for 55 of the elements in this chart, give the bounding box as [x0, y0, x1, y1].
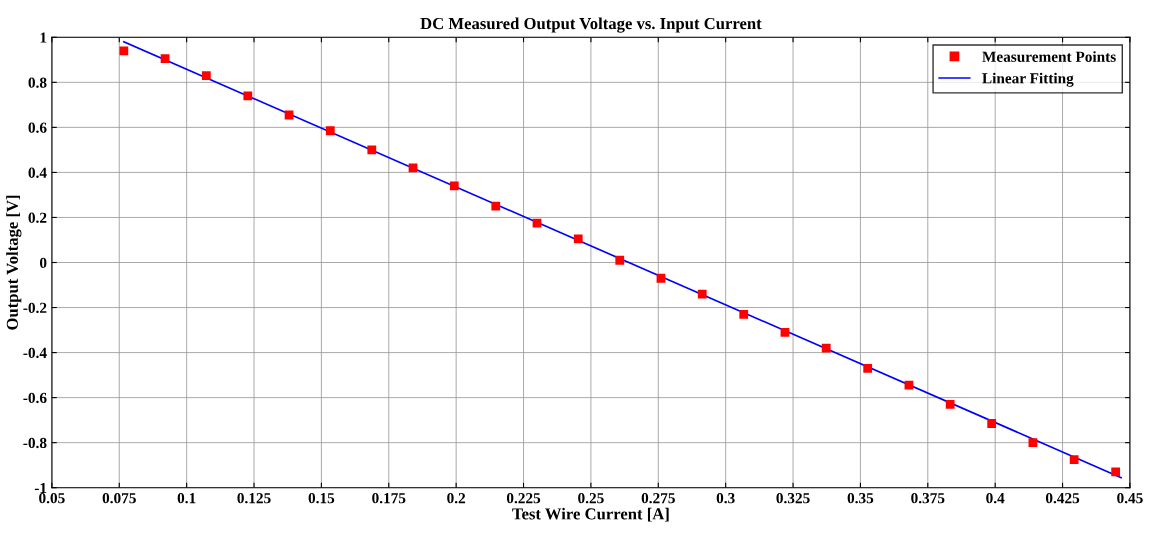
point	[573, 234, 583, 244]
point	[1111, 467, 1121, 477]
point	[119, 46, 129, 56]
x-tick-label: 0.3	[716, 493, 735, 504]
x-tick-label: 0.425	[1045, 493, 1080, 504]
x-tick-label: 0.225	[506, 493, 541, 504]
x-tick-label: 0.05	[39, 493, 65, 504]
x-tick-label: 0.4	[986, 493, 1005, 504]
point	[491, 201, 501, 211]
point	[1028, 438, 1038, 448]
point	[945, 399, 955, 409]
y-axis-title: Output Voltage [V]	[6, 195, 22, 330]
x-tick-label: 0.1	[177, 493, 196, 504]
y-tick-label: 1	[40, 32, 47, 43]
point	[243, 91, 253, 101]
x-tick-label: 0.325	[776, 493, 810, 504]
point	[160, 54, 170, 64]
x-tick-label: 0.35	[847, 493, 874, 504]
x-tick-label: 0.2	[447, 493, 466, 504]
point	[904, 380, 914, 390]
point	[780, 327, 790, 337]
point	[739, 309, 749, 319]
y-tick-label: -0.2	[23, 302, 47, 314]
y-tick-label: -0.8	[23, 437, 47, 449]
x-tick-label: 0.125	[237, 493, 271, 504]
point	[821, 343, 831, 353]
y-tick-label: 0.4	[28, 167, 47, 178]
point	[863, 363, 873, 373]
point	[201, 71, 211, 80]
y-tick-label: -0.4	[23, 347, 47, 359]
x-tick-label: 0.25	[578, 493, 604, 504]
x-axis-title: Test Wire Current [A]	[512, 507, 669, 522]
point	[615, 255, 625, 265]
point	[656, 273, 666, 283]
x-tick-label: 0.45	[1117, 493, 1143, 504]
point	[1069, 455, 1079, 464]
y-tick-label: -1	[34, 482, 47, 493]
point	[325, 126, 335, 136]
legend-label: Linear Fitting	[982, 72, 1074, 87]
x-tick-label: 0.15	[308, 493, 335, 504]
y-tick-label: 0.8	[28, 77, 47, 88]
point	[449, 181, 459, 191]
x-tick-label: 0.375	[911, 493, 945, 504]
x-tick-label: 0.275	[641, 493, 675, 504]
legend-label: Measurement Points	[982, 51, 1116, 62]
y-tick-label: 0.6	[28, 122, 47, 133]
x-tick-label: 0.175	[372, 493, 406, 504]
y-tick-label: 0.2	[28, 212, 47, 223]
point	[367, 145, 377, 155]
y-tick-label: 0	[39, 257, 47, 268]
chart-title: DC Measured Output Voltage vs. Input Current	[420, 17, 762, 33]
point	[697, 289, 707, 299]
x-tick-label: 0.075	[102, 493, 136, 504]
point	[987, 419, 997, 428]
y-tick-label: -0.6	[23, 392, 47, 404]
